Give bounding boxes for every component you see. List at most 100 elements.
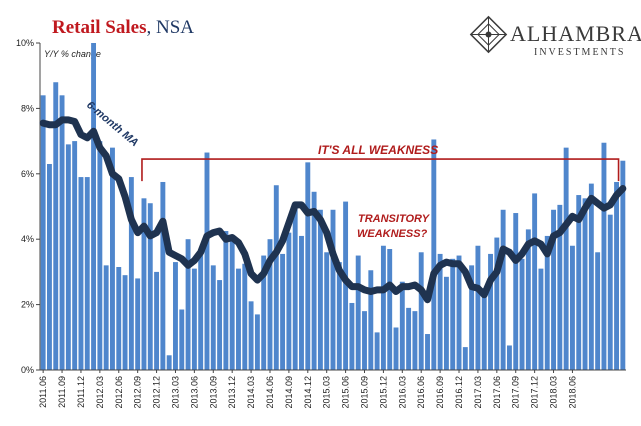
x-tick-label: 2017.06 [492, 376, 502, 409]
transitory-annotation-line2: WEAKNESS? [357, 228, 428, 240]
x-tick-label: 2013.12 [227, 376, 237, 409]
chart-title: Retail Sales, NSA [52, 17, 194, 38]
bar [286, 232, 292, 370]
bar [500, 209, 506, 370]
bar [418, 252, 424, 370]
x-tick-label: 2016.06 [416, 376, 426, 409]
bar [393, 327, 399, 370]
bar [324, 252, 330, 370]
x-tick-label: 2017.09 [511, 376, 521, 409]
bar [595, 252, 601, 370]
bar [191, 268, 197, 370]
bar [160, 181, 166, 370]
bar [110, 147, 115, 370]
bar [450, 258, 456, 370]
bar [292, 208, 298, 370]
x-tick-label: 2013.09 [208, 376, 218, 409]
bar [557, 204, 563, 370]
bar [563, 147, 569, 370]
bar [406, 307, 412, 370]
bar [236, 268, 241, 370]
bar [544, 235, 550, 370]
bar [59, 95, 65, 370]
bar [280, 253, 286, 370]
title-main: Retail Sales [52, 17, 146, 38]
x-tick-label: 2013.06 [189, 376, 199, 409]
bar [494, 237, 500, 370]
bar [614, 181, 619, 370]
bar [147, 203, 153, 370]
bar [469, 265, 475, 370]
bar [91, 43, 97, 370]
bar [173, 262, 178, 370]
x-tick-label: 2016.12 [454, 376, 464, 409]
y-tick-label: 6% [21, 169, 34, 179]
bar [299, 235, 304, 370]
x-tick-label: 2014.03 [246, 376, 256, 409]
bar [601, 142, 607, 370]
bar-series [40, 43, 626, 371]
bar [343, 201, 349, 370]
weakness-annotation: IT'S ALL WEAKNESS [318, 143, 438, 157]
bar [475, 245, 481, 370]
bar [519, 258, 525, 370]
bar [362, 311, 367, 370]
x-tick-label: 2018.03 [549, 376, 559, 409]
bar [210, 265, 216, 370]
bar [229, 239, 235, 370]
bar [431, 139, 437, 370]
bar [311, 191, 317, 370]
bar [78, 177, 84, 370]
bar [620, 160, 626, 370]
weakness-bracket [141, 158, 620, 182]
bar [569, 245, 575, 370]
bar [330, 209, 336, 370]
bar [53, 82, 59, 371]
bar [261, 255, 267, 370]
y-tick-label: 4% [21, 234, 34, 244]
x-tick-label: 2011.12 [76, 376, 86, 408]
x-tick-label: 2016.03 [397, 376, 407, 409]
bar [513, 213, 519, 370]
title-sub: , NSA [146, 17, 194, 38]
brand-subtitle: INVESTMENTS [534, 47, 625, 58]
bar [135, 278, 141, 370]
x-tick-label: 2012.06 [114, 376, 124, 409]
y-tick-label: 8% [21, 103, 34, 113]
bar [179, 309, 185, 370]
bar [576, 195, 582, 370]
bar [387, 249, 393, 370]
bar [538, 268, 544, 370]
bar [399, 281, 405, 370]
x-tick-label: 2014.09 [284, 376, 294, 409]
alhambra-logo-icon [469, 15, 508, 54]
x-axis: 2011.06 2011.09 2011.12 2012.03 2012.06 2012.… [38, 369, 626, 409]
x-tick-label: 2015.03 [322, 376, 332, 409]
x-tick-label: 2012.12 [152, 376, 162, 409]
bar [456, 255, 462, 370]
bar [368, 270, 374, 370]
bar [40, 95, 46, 370]
x-tick-label: 2018.06 [567, 376, 577, 409]
x-tick-label: 2012.03 [95, 376, 105, 409]
x-tick-label: 2015.06 [341, 376, 351, 409]
x-tick-label: 2012.09 [133, 376, 143, 409]
x-tick-label: 2014.12 [303, 376, 313, 409]
bar [47, 163, 52, 370]
bar [481, 288, 487, 370]
x-tick-label: 2014.06 [265, 376, 275, 409]
transitory-annotation-line1: TRANSITORY [358, 213, 431, 225]
x-tick-label: 2015.09 [360, 376, 370, 409]
bar [122, 275, 128, 370]
bar [103, 265, 109, 370]
bar [355, 255, 361, 370]
bar [254, 314, 260, 370]
bar [72, 141, 78, 370]
bar [425, 334, 430, 370]
bar [204, 152, 210, 370]
x-tick-label: 2011.09 [57, 376, 67, 408]
x-tick-label: 2013.03 [171, 376, 181, 409]
bar [128, 177, 134, 370]
x-tick-label: 2017.03 [473, 376, 483, 409]
